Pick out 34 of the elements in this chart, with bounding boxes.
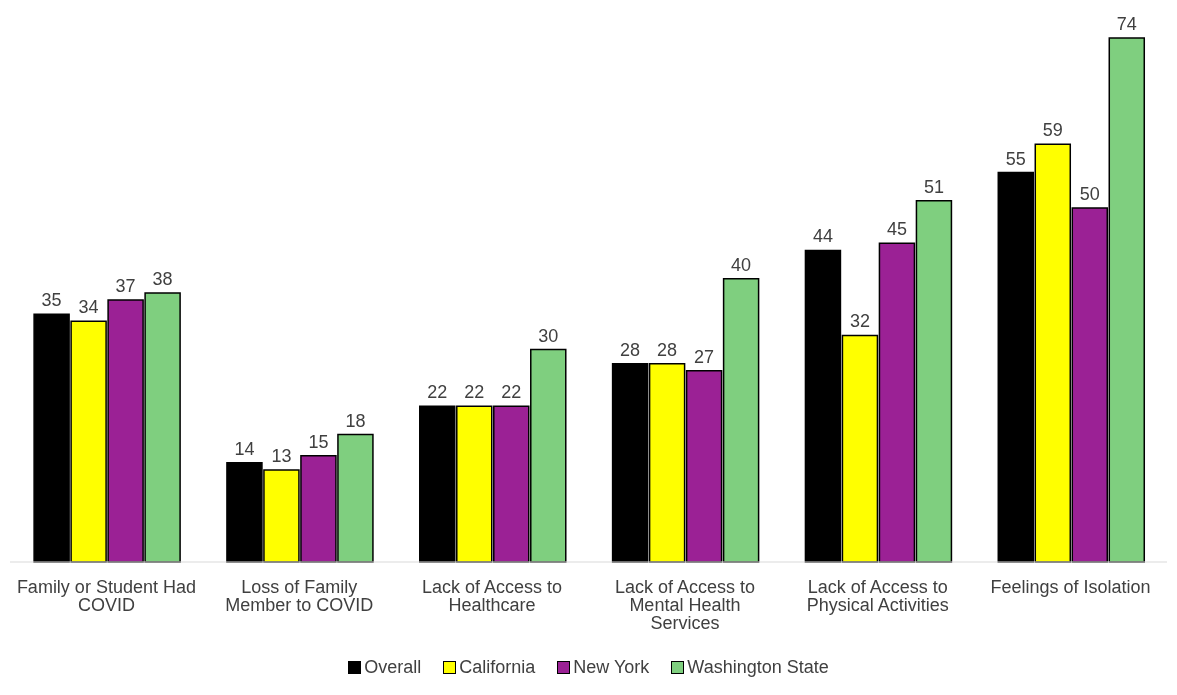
data-label: 32	[849, 311, 870, 332]
data-label: 27	[694, 346, 715, 367]
x-tick-label: Feelings of Isolation	[990, 576, 1151, 597]
data-label: 28	[657, 339, 678, 360]
data-label: 55	[1005, 148, 1026, 169]
legend-label: Overall	[363, 657, 422, 678]
x-tick-label: Family or Student Had COVID	[16, 576, 196, 615]
data-label: 37	[115, 276, 136, 296]
data-label: 34	[78, 297, 99, 318]
data-label: 22	[464, 382, 485, 403]
data-label: 22	[427, 382, 448, 403]
x-tick-label: Lack of Access to Mental Health Services	[614, 576, 755, 633]
x-tick-label: Loss of Family Member to COVID	[225, 576, 374, 615]
data-label: 40	[731, 254, 752, 275]
data-label: 35	[41, 290, 62, 311]
data-label: 28	[620, 339, 641, 360]
data-label: 22	[501, 382, 522, 403]
legend-label: California	[458, 657, 536, 678]
data-label: 74	[1116, 14, 1137, 34]
data-label: 59	[1042, 120, 1063, 141]
data-label: 44	[812, 226, 833, 247]
data-label: 50	[1079, 183, 1100, 204]
data-label: 45	[886, 219, 907, 240]
data-label: 13	[271, 445, 292, 466]
data-label: 38	[152, 268, 173, 289]
data-label: 14	[234, 438, 255, 459]
x-tick-label: Lack of Access to Physical Activities	[806, 576, 949, 615]
data-label: 18	[345, 410, 366, 431]
x-tick-label: Lack of Access to Healthcare	[422, 576, 563, 615]
legend-label: Washington State	[686, 657, 829, 678]
data-label: 30	[538, 325, 559, 346]
legend-label: New York	[572, 657, 650, 678]
data-label: 51	[923, 176, 944, 197]
data-label: 15	[308, 431, 329, 452]
